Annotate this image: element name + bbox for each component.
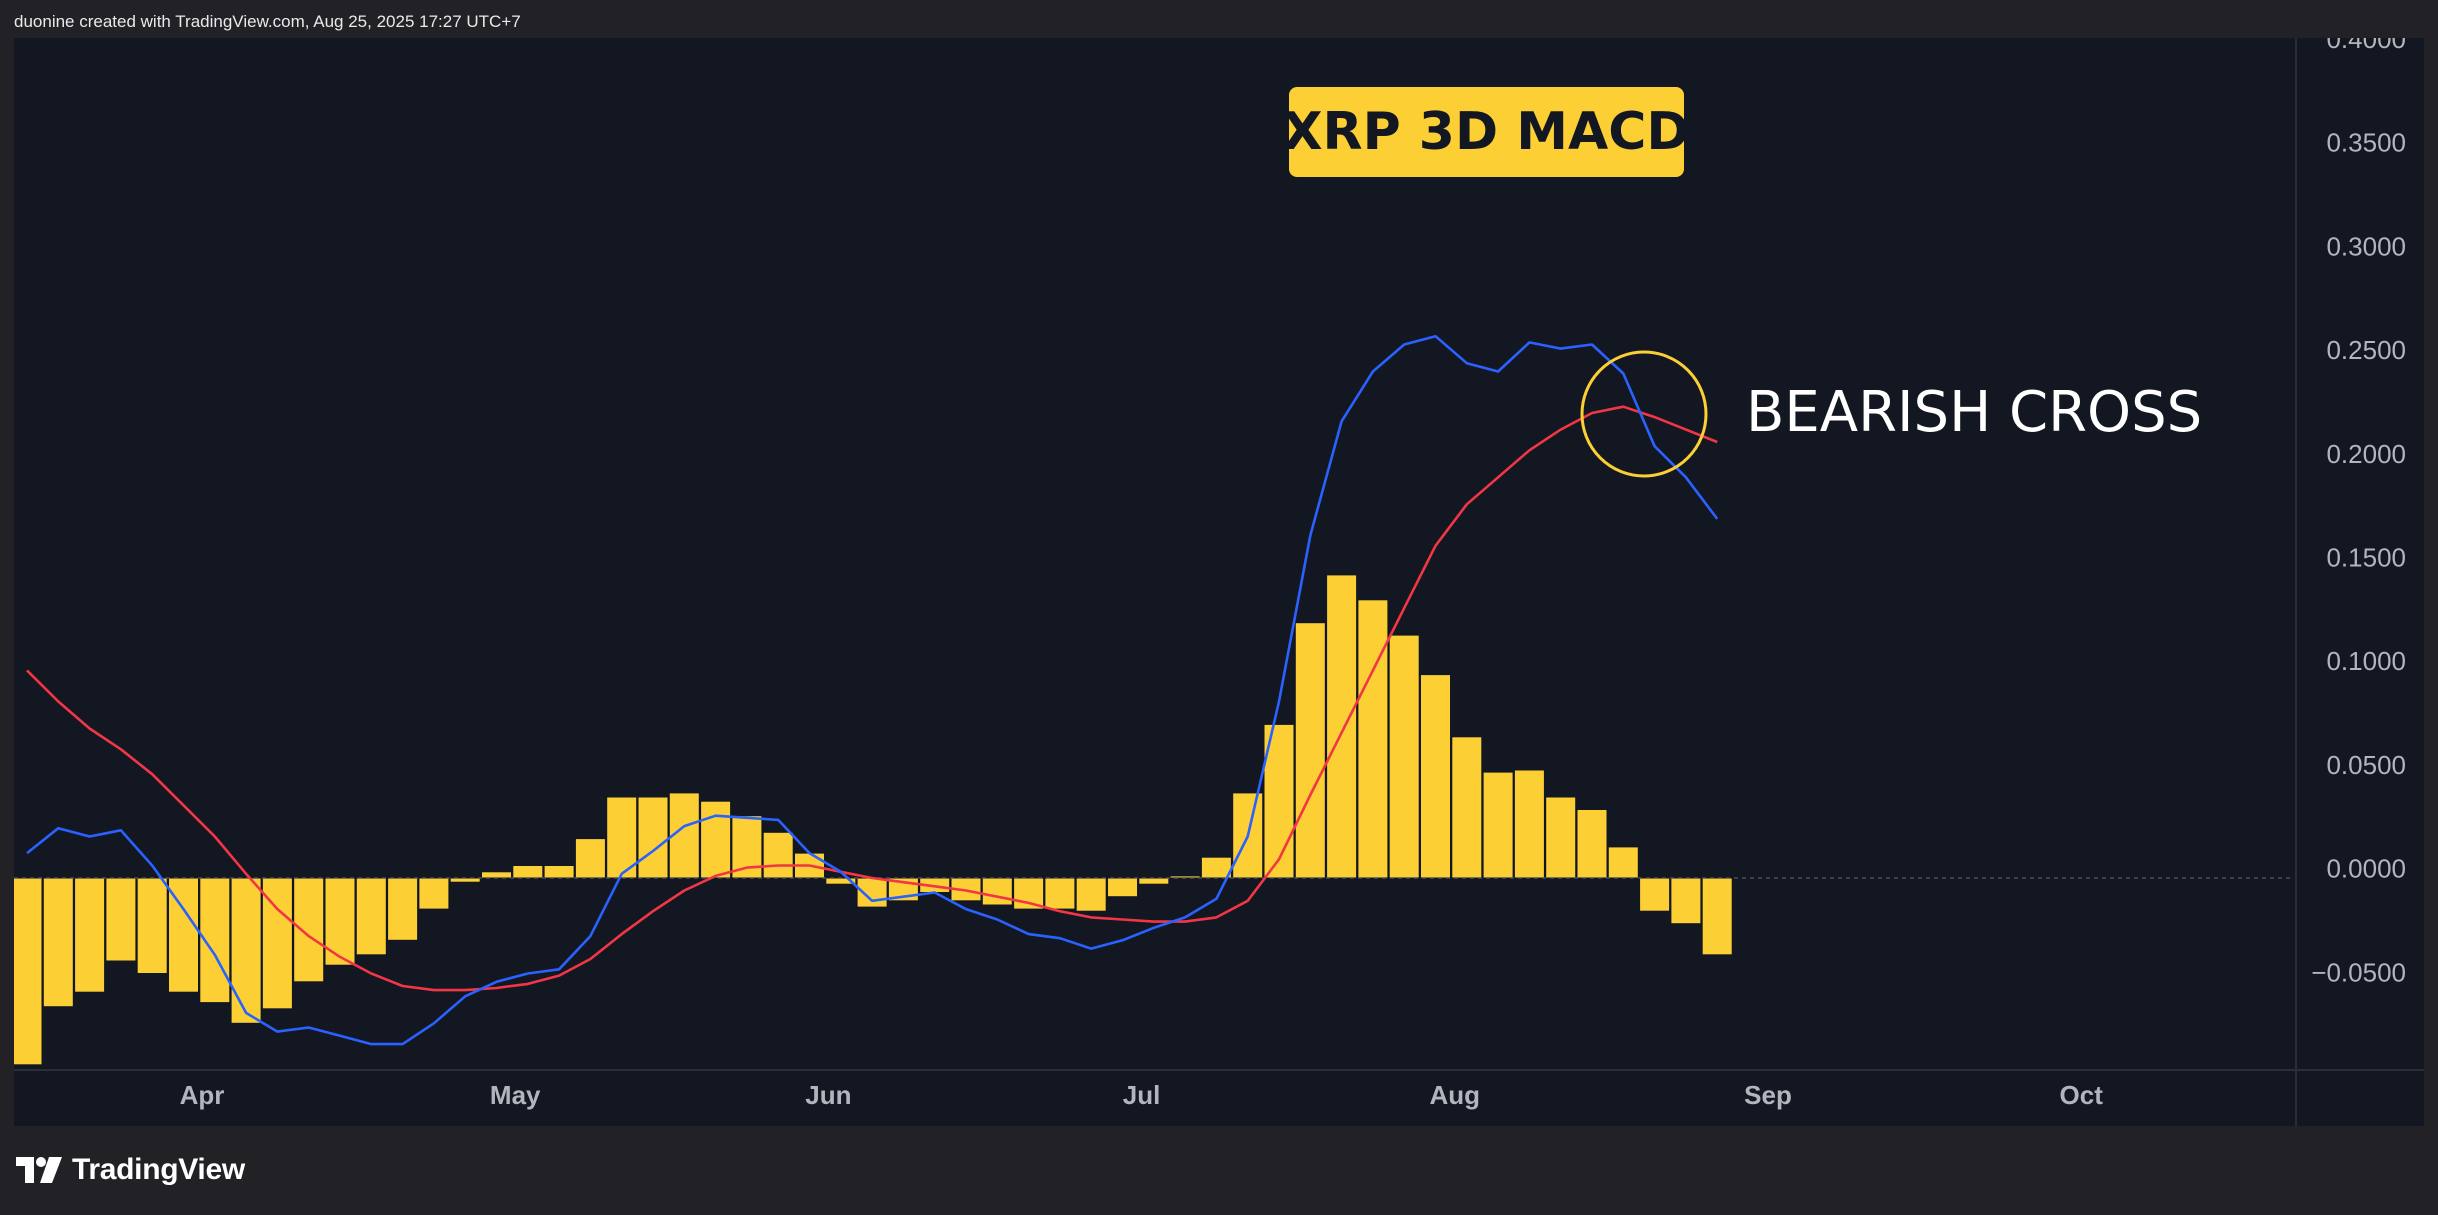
bearish-cross-annotation: BEARISH CROSS — [1580, 350, 2202, 478]
x-tick-label: Jun — [805, 1080, 851, 1110]
histogram-bar — [1701, 877, 1733, 956]
histogram-bar — [1200, 856, 1232, 879]
tradingview-logo[interactable]: TradingView — [16, 1153, 245, 1187]
y-tick-label: −0.0500 — [2311, 957, 2406, 987]
histogram-bar — [1482, 771, 1514, 879]
time-axis[interactable]: Apr May Jun Jul Aug Sep Oct — [180, 1080, 2104, 1110]
y-tick-label: 0.4000 — [2326, 38, 2406, 54]
annotation-label: BEARISH CROSS — [1746, 380, 2202, 445]
y-tick-label: 0.2000 — [2326, 439, 2406, 469]
chart-credit: duonine created with TradingView.com, Au… — [14, 12, 521, 31]
tradingview-logo-text: TradingView — [72, 1153, 245, 1186]
histogram-bar — [293, 877, 325, 983]
histogram-bar — [512, 865, 544, 879]
histogram-bar — [1044, 877, 1076, 910]
y-tick-label: 0.3000 — [2326, 231, 2406, 261]
histogram-bar — [1639, 877, 1671, 912]
macd-line — [26, 334, 1719, 1046]
x-tick-label: Jul — [1123, 1080, 1161, 1110]
histogram-bar — [1138, 877, 1170, 885]
histogram-bar — [105, 877, 137, 962]
histogram-bar — [543, 865, 575, 879]
x-tick-label: May — [490, 1080, 541, 1110]
histogram-bars — [14, 574, 1733, 1066]
histogram-bar — [1075, 877, 1107, 912]
histogram-bar — [1107, 877, 1138, 898]
histogram-bar — [1388, 634, 1420, 879]
y-tick-label: 0.1000 — [2326, 646, 2406, 676]
histogram-bar — [230, 877, 262, 1024]
y-tick-label: 0.2500 — [2326, 335, 2406, 365]
y-tick-label: 0.0500 — [2326, 750, 2406, 780]
histogram-bar — [1294, 622, 1326, 879]
histogram-bar — [700, 800, 732, 879]
histogram-bar — [74, 877, 106, 993]
histogram-bar — [981, 877, 1013, 906]
x-tick-label: Apr — [180, 1080, 225, 1110]
title-badge: XRP 3D MACD — [1282, 87, 1690, 177]
histogram-bar — [1420, 674, 1451, 879]
y-tick-label: 0.3500 — [2326, 128, 2406, 158]
histogram-bar — [42, 877, 74, 1008]
histogram-bar — [1326, 574, 1358, 879]
histogram-bar — [355, 877, 387, 956]
title-badge-bg — [1289, 87, 1684, 177]
histogram-bar — [574, 838, 606, 879]
x-tick-label: Sep — [1744, 1080, 1792, 1110]
histogram-bar — [1513, 769, 1545, 879]
cross-highlight-circle — [1580, 350, 1708, 478]
histogram-bar — [1451, 736, 1483, 879]
histogram-bar — [606, 796, 638, 879]
chart-title: XRP 3D MACD — [1282, 102, 1689, 162]
histogram-bar — [418, 877, 450, 910]
histogram-bar — [1357, 599, 1389, 879]
histogram-bar — [481, 871, 512, 879]
histogram-bar — [14, 877, 43, 1066]
tradingview-logo-icon — [16, 1157, 62, 1183]
histogram-bar — [136, 877, 168, 974]
chart-pane — [14, 38, 2424, 1126]
histogram-bar — [1545, 796, 1577, 879]
x-tick-label: Aug — [1430, 1080, 1481, 1110]
x-tick-label: Oct — [2060, 1080, 2104, 1110]
histogram-bar — [637, 796, 669, 879]
histogram-bar — [387, 877, 419, 941]
histogram-bar — [324, 877, 356, 966]
y-tick-label: 0.0000 — [2326, 854, 2406, 884]
histogram-bar — [762, 831, 794, 879]
histogram-bar — [1576, 809, 1608, 879]
signal-line — [26, 405, 1718, 992]
histogram-bar — [1670, 877, 1702, 925]
price-axis[interactable]: 0.4000 0.3500 0.3000 0.2500 0.2000 0.1500 0.10… — [2311, 38, 2406, 987]
macd-chart[interactable]: 0.4000 0.3500 0.3000 0.2500 0.2000 0.1500 0.10… — [14, 38, 2424, 1126]
histogram-bar — [1607, 846, 1639, 879]
y-tick-label: 0.1500 — [2326, 543, 2406, 573]
histogram-bar — [261, 877, 293, 1010]
